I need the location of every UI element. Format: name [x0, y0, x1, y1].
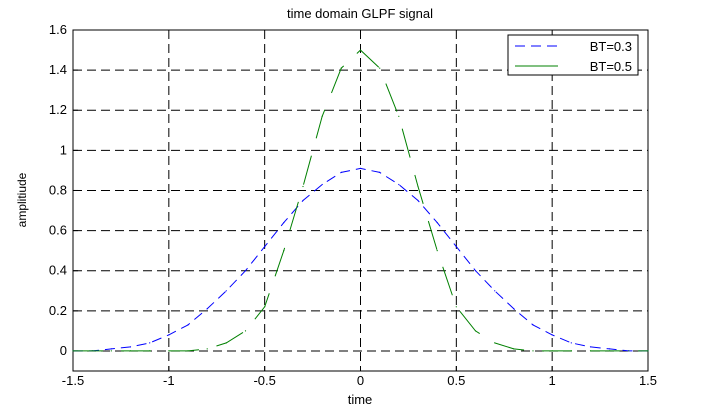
- data-point-1: [494, 342, 496, 344]
- data-point-0: [474, 270, 477, 272]
- data-point-0: [283, 222, 285, 224]
- data-point-0: [225, 290, 227, 292]
- x-axis-label: time: [348, 392, 373, 407]
- data-point-0: [187, 324, 189, 326]
- data-point-1: [206, 348, 208, 350]
- data-point-1: [609, 350, 611, 352]
- data-point-1: [474, 330, 477, 332]
- y-tick-label: 0.6: [49, 223, 67, 238]
- y-axis-label: amplitiude: [15, 172, 29, 227]
- legend-label-bt05: BT=0.5: [590, 59, 632, 74]
- data-point-0: [321, 183, 323, 186]
- data-point-0: [455, 246, 457, 248]
- data-point-1: [187, 350, 189, 352]
- data-point-0: [609, 348, 611, 350]
- legend-box: [507, 34, 639, 76]
- data-point-1: [359, 49, 362, 51]
- data-point-0: [264, 246, 266, 248]
- data-point-0: [436, 222, 438, 224]
- data-point-0: [570, 342, 572, 344]
- data-point-1: [532, 350, 534, 352]
- data-point-0: [417, 199, 419, 202]
- data-point-0: [398, 183, 400, 186]
- x-tick-label: 0.5: [447, 373, 465, 388]
- y-tick-label: 1: [60, 142, 67, 157]
- data-point-1: [149, 350, 151, 352]
- x-tick-label: 1.5: [639, 373, 657, 388]
- data-point-1: [264, 306, 266, 308]
- data-point-1: [398, 115, 400, 117]
- data-point-0: [302, 199, 304, 202]
- grid: [73, 30, 648, 371]
- data-point-1: [628, 350, 630, 352]
- data-point-1: [436, 250, 438, 252]
- axis-ticks: -1.5 -1 -0.5 0 0.5 1 1.5 0 0.2 0.4 0.6 0.8 1 1.2 1.4 1.…: [49, 22, 657, 388]
- data-point-1: [91, 350, 93, 352]
- y-tick-label: 0.4: [49, 263, 67, 278]
- data-point-0: [494, 290, 496, 292]
- data-point-1: [244, 330, 247, 332]
- data-point-1: [168, 350, 170, 352]
- data-point-0: [589, 346, 592, 348]
- data-point-0: [513, 308, 515, 310]
- data-point-1: [321, 115, 323, 117]
- data-point-0: [168, 334, 170, 336]
- data-point-1: [647, 350, 649, 352]
- x-tick-label: 0: [357, 373, 364, 388]
- data-point-1: [225, 342, 227, 344]
- data-point-0: [110, 348, 112, 350]
- data-point-0: [206, 308, 208, 310]
- data-point-1: [302, 185, 304, 188]
- data-point-1: [379, 67, 381, 69]
- y-tick-label: 1.4: [49, 62, 67, 77]
- x-tick-label: 1: [549, 373, 556, 388]
- data-point-0: [551, 334, 553, 336]
- data-point-0: [129, 346, 132, 348]
- y-tick-label: 0.2: [49, 303, 67, 318]
- series-lines: [72, 49, 649, 352]
- data-point-1: [513, 348, 515, 350]
- data-point-1: [570, 350, 572, 352]
- y-tick-label: 1.2: [49, 102, 67, 117]
- data-point-1: [110, 350, 112, 352]
- y-tick-label: 1.6: [49, 22, 67, 37]
- data-point-0: [244, 270, 247, 272]
- data-point-1: [129, 350, 132, 352]
- x-tick-label: -0.5: [253, 373, 275, 388]
- data-point-1: [589, 350, 592, 352]
- data-point-1: [340, 67, 342, 69]
- y-tick-label: 0: [60, 343, 67, 358]
- data-point-0: [340, 171, 342, 173]
- data-point-1: [283, 250, 285, 252]
- data-point-1: [551, 350, 553, 352]
- data-point-0: [149, 342, 151, 344]
- x-tick-label: -1: [163, 373, 175, 388]
- data-point-1: [72, 350, 74, 352]
- data-point-1: [455, 306, 457, 308]
- data-point-0: [379, 171, 381, 173]
- chart-title: time domain GLPF signal: [287, 6, 433, 21]
- data-point-1: [417, 185, 419, 188]
- legend-label-bt03: BT=0.3: [590, 39, 632, 54]
- data-point-0: [532, 324, 534, 326]
- legend: BT=0.3 BT=0.5: [507, 34, 639, 76]
- x-tick-label: -1.5: [62, 373, 84, 388]
- data-point-0: [359, 167, 362, 169]
- y-tick-label: 0.8: [49, 182, 67, 197]
